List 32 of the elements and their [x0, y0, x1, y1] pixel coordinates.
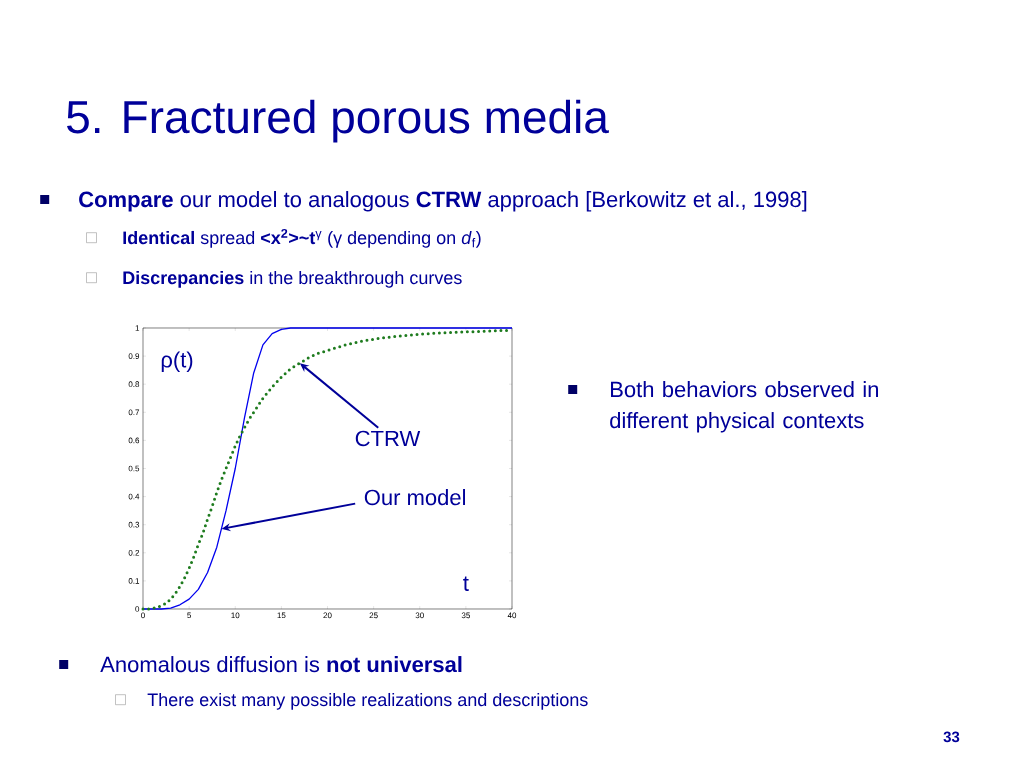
y-tick-label: 0.5 [128, 465, 140, 472]
y-tick-label: 0.2 [128, 549, 140, 556]
x-tick-label: 35 [461, 612, 470, 619]
text: There exist many possible realizations and descriptions [147, 692, 588, 710]
y-tick-label: 0 [135, 606, 140, 612]
text: 33 [943, 731, 960, 743]
y-axis-title: ρ(t) [161, 351, 193, 372]
x-tick-label: 15 [277, 612, 286, 619]
x-tick-label: 10 [231, 612, 240, 619]
x-tick-label: 0 [141, 612, 145, 619]
y-tick-label: 0.1 [128, 578, 140, 584]
x-tick-label: 5 [187, 612, 192, 619]
text: Discrepancies in the breakthrough curves [123, 270, 462, 288]
y-tick-label: 0.9 [128, 353, 140, 359]
x-tick-label: 25 [369, 612, 378, 619]
text: Anomalous diffusion is not universal [100, 656, 462, 673]
x-axis-title: t [463, 576, 469, 591]
y-tick-label: 0.4 [128, 493, 140, 500]
x-tick-label: 40 [507, 612, 517, 619]
y-tick-label: 0.6 [128, 437, 140, 444]
chart-title: 5. Fractured porous media [67, 99, 609, 143]
text: Identical spread <x$^{2}$>~t$^{γ}$ (γ depending on d$_{f}$) [123, 228, 481, 248]
y-tick-label: 0.7 [128, 409, 140, 416]
y-tick-label: 1 [135, 325, 140, 331]
text: Compare our model to analogous CTRW approach [Berkowitz et al., 1998] [79, 191, 807, 212]
x-tick-label: 20 [323, 612, 332, 619]
annotation: CTRW [355, 430, 421, 447]
text: Both behaviors observed in different physical contexts [610, 381, 878, 433]
y-tick-label: 0.8 [128, 381, 140, 388]
annotation: Our model [364, 489, 465, 506]
x-tick-label: 30 [415, 612, 424, 619]
y-tick-label: 0.3 [128, 521, 140, 528]
